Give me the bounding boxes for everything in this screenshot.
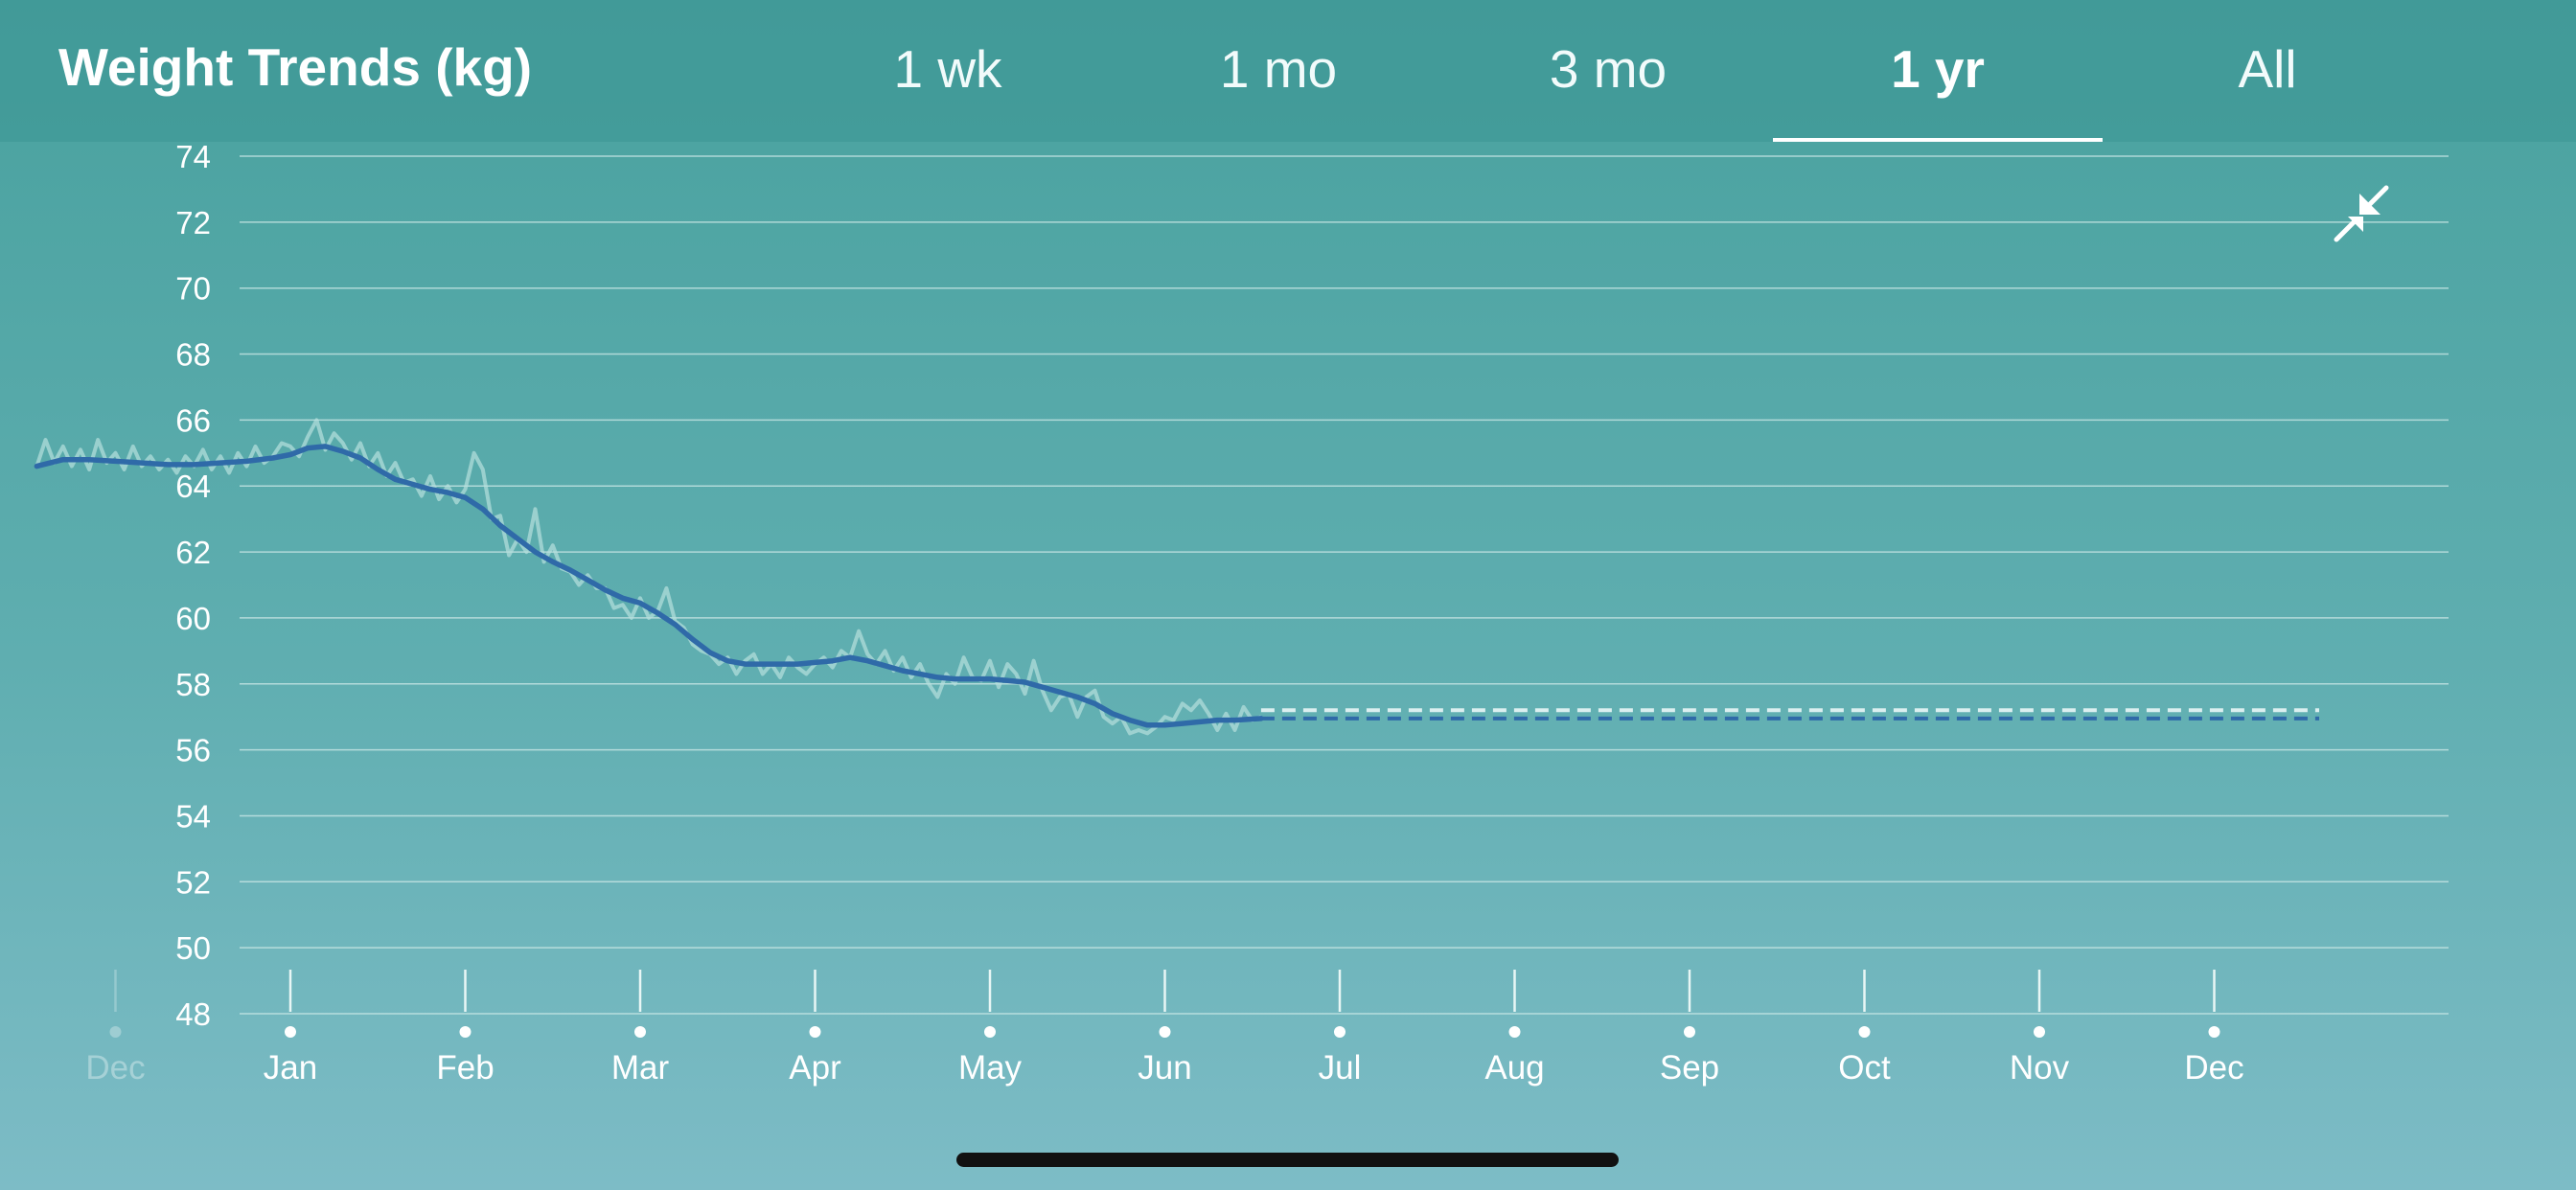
series-trend-line (34, 444, 1264, 728)
y-tick-label: 74 (175, 139, 211, 174)
y-tick-label: 54 (175, 798, 211, 834)
x-tick-label: Oct (1838, 1049, 1891, 1087)
x-tick-dot (634, 1026, 646, 1038)
y-tick-label: 60 (175, 601, 211, 636)
x-tick-label: Aug (1484, 1049, 1544, 1087)
y-tick-label: 52 (175, 864, 211, 900)
tab-3-months[interactable]: 3 mo (1549, 39, 1668, 99)
chart-title: Weight Trends (kg) (58, 37, 533, 97)
x-tick-dot (109, 1026, 122, 1038)
series-daily-weight (34, 418, 1262, 736)
x-tick-dot (2034, 1026, 2045, 1038)
x-tick-dot (2208, 1026, 2220, 1038)
x-tick-label: Sep (1660, 1049, 1719, 1087)
x-tick-dot (1684, 1026, 1695, 1038)
x-tick-dot (459, 1026, 472, 1038)
x-tick-dot (285, 1026, 296, 1038)
x-tick-label: Dec (85, 1049, 145, 1087)
y-axis: 74 72 70 68 66 64 62 60 58 56 54 52 50 48 (175, 139, 211, 1032)
x-axis: Dec Jan Feb Mar Apr May Jun Jul Aug Sep Oct Nov Dec (85, 970, 2244, 1087)
tab-1-year[interactable]: 1 yr (1891, 39, 1985, 99)
header-bar: Weight Trends (kg) 1 wk 1 mo 3 mo 1 yr A… (0, 0, 2576, 142)
tab-1-month[interactable]: 1 mo (1219, 39, 1338, 99)
x-tick-label: Mar (611, 1049, 670, 1087)
y-tick-label: 72 (175, 205, 211, 240)
x-tick-dot (1508, 1026, 1521, 1038)
y-tick-label: 56 (175, 733, 211, 768)
x-tick-dot (1159, 1026, 1171, 1038)
y-tick-label: 48 (175, 996, 211, 1032)
tab-1-week[interactable]: 1 wk (893, 39, 1002, 99)
y-tick-label: 66 (175, 402, 211, 438)
y-tick-label: 58 (175, 667, 211, 702)
x-tick-label: Apr (789, 1049, 841, 1087)
home-indicator (956, 1153, 1619, 1167)
x-tick-label: May (958, 1049, 1023, 1087)
grid-layer (240, 155, 2449, 1015)
y-tick-label: 64 (175, 469, 211, 504)
x-tick-dot (1334, 1026, 1346, 1038)
x-tick-label: Nov (2010, 1049, 2070, 1087)
collapse-arrows-icon[interactable] (2331, 184, 2392, 245)
x-tick-label: Jan (264, 1049, 317, 1087)
x-tick-dot (809, 1026, 821, 1038)
x-tick-dot (1858, 1026, 1871, 1038)
tab-all[interactable]: All (2238, 39, 2297, 99)
y-tick-label: 70 (175, 271, 211, 307)
y-tick-label: 68 (175, 337, 211, 373)
x-tick-dot (984, 1026, 996, 1038)
y-tick-label: 50 (175, 930, 211, 966)
x-tick-label: Dec (2184, 1049, 2243, 1087)
series-layer (34, 418, 2319, 736)
x-tick-label: Jul (1319, 1049, 1362, 1087)
x-tick-label: Jun (1138, 1049, 1191, 1087)
active-tab-indicator (1773, 138, 2103, 142)
x-tick-label: Feb (436, 1049, 494, 1087)
y-tick-label: 62 (175, 535, 211, 570)
